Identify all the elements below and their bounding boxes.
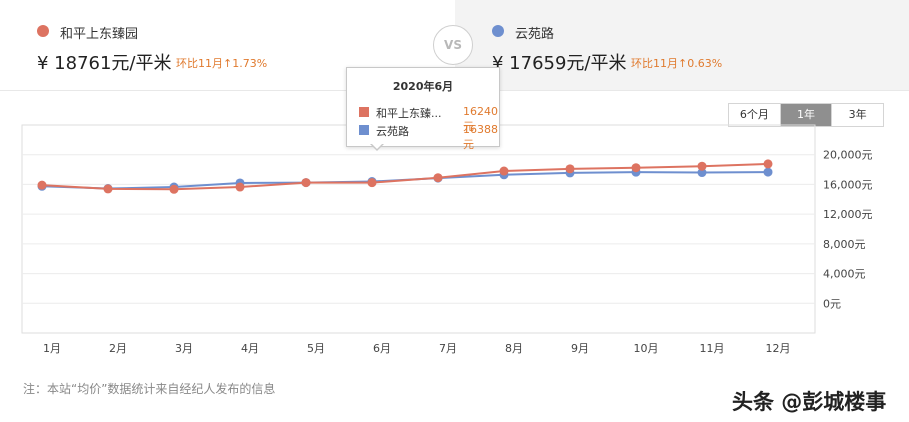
y-tick-label: 20,000元 [823, 149, 873, 162]
series-point [169, 184, 179, 194]
series-point [697, 161, 707, 171]
y-tick-label: 12,000元 [823, 208, 873, 221]
series-point [697, 168, 707, 178]
watermark: 头条 @彭城楼事 [732, 390, 887, 414]
x-tick-label: 2月 [109, 342, 127, 355]
tooltip-label-left: 和平上东臻... [376, 107, 442, 120]
tooltip-swatch-right [359, 125, 369, 135]
x-tick-label: 9月 [571, 342, 589, 355]
right-price: ¥ 17659元/平米 [492, 53, 627, 74]
range-tab-1-year[interactable]: 1年 [780, 104, 833, 126]
range-tab-6-months[interactable]: 6个月 [729, 104, 781, 126]
compare-right-panel: 云苑路 ¥ 17659元/平米 环比11月↑0.63% [455, 0, 909, 91]
series-point [631, 163, 641, 173]
tooltip-label-right: 云苑路 [376, 125, 409, 138]
x-tick-label: 8月 [505, 342, 523, 355]
series-point [367, 178, 377, 188]
range-selector: 6个月 1年 3年 [728, 103, 884, 127]
x-tick-label: 6月 [373, 342, 391, 355]
left-legend-dot [37, 25, 49, 37]
chart-tooltip: 2020年6月 和平上东臻... 16240元 云苑路 16388元 [346, 67, 500, 151]
range-tab-3-years[interactable]: 3年 [832, 104, 884, 126]
x-tick-label: 1月 [43, 342, 61, 355]
compare-left-panel: 和平上东臻园 ¥ 18761元/平米 环比11月↑1.73% [0, 0, 455, 91]
series-point [763, 159, 773, 169]
left-community-name: 和平上东臻园 [60, 27, 139, 42]
y-tick-label: 4,000元 [823, 268, 866, 281]
left-price: ¥ 18761元/平米 [37, 53, 172, 74]
tooltip-row-right: 云苑路 16388元 [359, 123, 499, 151]
tooltip-value-left: 16240元 [463, 105, 498, 133]
tooltip-title: 2020年6月 [392, 80, 454, 93]
series-point [103, 184, 113, 194]
y-tick-label: 16,000元 [823, 178, 873, 191]
series-point [235, 182, 245, 192]
y-tick-label: 0元 [823, 297, 841, 310]
right-community-name: 云苑路 [515, 27, 555, 42]
x-tick-label: 7月 [439, 342, 457, 355]
x-tick-label: 4月 [241, 342, 259, 355]
y-tick-label: 8,000元 [823, 238, 866, 251]
series-point [301, 178, 311, 188]
tooltip-row-left: 和平上东臻... 16240元 [359, 105, 499, 133]
x-tick-label: 5月 [307, 342, 325, 355]
left-change: 环比11月↑1.73% [176, 57, 268, 70]
x-tick-label: 3月 [175, 342, 193, 355]
data-source-note: 注：本站“均价”数据统计来自经纪人发布的信息 [23, 382, 276, 396]
tooltip-swatch-left [359, 107, 369, 117]
right-legend-dot [492, 25, 504, 37]
series-line [41, 162, 769, 191]
series-point [499, 166, 509, 176]
plot-frame [21, 124, 816, 334]
right-change: 环比11月↑0.63% [631, 57, 723, 70]
series-point [565, 164, 575, 174]
x-tick-label: 11月 [700, 342, 725, 355]
series-point [37, 180, 47, 190]
tooltip-arrow-fill [371, 143, 383, 149]
series-point [763, 167, 773, 177]
vs-badge: VS [433, 25, 473, 65]
series-point [433, 173, 443, 183]
tooltip-value-right: 16388元 [463, 123, 498, 151]
x-tick-label: 12月 [766, 342, 791, 355]
x-tick-label: 10月 [634, 342, 659, 355]
